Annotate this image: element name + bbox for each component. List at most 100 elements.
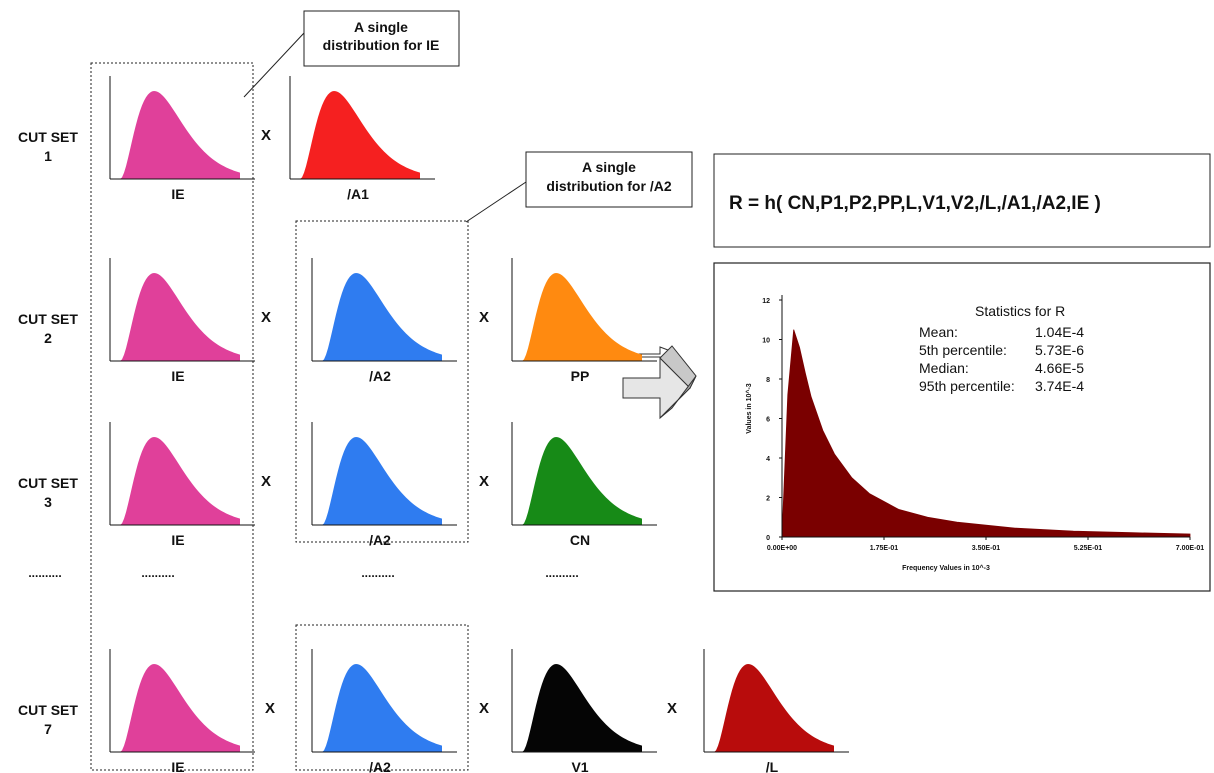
cut-set-label: CUT SET (18, 129, 78, 145)
multiply-symbol: X (479, 309, 489, 326)
a2-group-box-bottom (295, 624, 469, 771)
stats-title: Statistics for R (975, 303, 1065, 319)
cut-set-label: CUT SET (18, 475, 78, 491)
a2-group-box (295, 220, 469, 543)
multiply-symbol: X (265, 700, 275, 717)
multiply-symbol: X (261, 127, 271, 144)
distribution-label: /A2 (369, 532, 391, 548)
multiply-symbol: X (261, 309, 271, 326)
ellipsis: .......... (361, 566, 394, 580)
distribution-curve (120, 437, 240, 525)
distribution-a2: /A2 (311, 649, 457, 773)
x-axis-label: Frequency Values in 10^-3 (902, 564, 990, 572)
distribution-a2: /A2 (311, 422, 457, 548)
callout-a2-line1: A single (582, 159, 636, 175)
ie-group-box (90, 62, 254, 771)
cut-set-row: CUT SET 7 IE/A2 V1/L X X X (18, 649, 849, 773)
distribution-curve (300, 91, 420, 179)
distribution-a1: /A1 (289, 76, 435, 202)
y-tick-label: 12 (762, 298, 770, 305)
ellipsis: .......... (545, 566, 578, 580)
stat-label: Median: (919, 360, 969, 376)
ellipsis: .......... (141, 566, 174, 580)
distribution-ie: IE (109, 422, 255, 548)
x-tick-label: 7.00E-01 (1176, 545, 1205, 552)
multiply-symbol: X (667, 700, 677, 717)
distribution-cn: CN (511, 422, 657, 548)
distribution-l: /L (703, 649, 849, 773)
multiply-symbol: X (261, 473, 271, 490)
distribution-label: /L (766, 759, 779, 773)
x-tick-label: 3.50E-01 (972, 545, 1001, 552)
y-tick-label: 0 (766, 535, 770, 542)
distribution-curve (714, 664, 834, 752)
distribution-label: IE (171, 368, 184, 384)
callout-a2-box (525, 151, 693, 208)
distribution-label: IE (171, 532, 184, 548)
right-arrow-icon (622, 345, 697, 420)
ellipsis-row: ........................................ (28, 566, 578, 580)
distribution-a2: /A2 (311, 258, 457, 384)
cut-set-rows: CUT SET 1 IE/A1 X CUT SET 2 IE/A2 PP X X CUT SET 3 I… (18, 76, 849, 773)
y-tick-label: 6 (766, 417, 770, 424)
distribution-curve (322, 437, 442, 525)
distribution-label: /A2 (369, 368, 391, 384)
stat-value: 1.04E-4 (1035, 324, 1084, 340)
callout-ie-leader (243, 32, 305, 98)
x-tick-label: 0.00E+00 (767, 545, 797, 552)
distribution-label: /A2 (369, 759, 391, 773)
stat-value: 4.66E-5 (1035, 360, 1084, 376)
distribution-curve (120, 664, 240, 752)
distribution-curve (522, 273, 642, 361)
stat-value: 5.73E-6 (1035, 342, 1084, 358)
cut-set-number: 7 (44, 721, 52, 737)
distribution-label: /A1 (347, 186, 369, 202)
distribution-curve (522, 437, 642, 525)
cut-set-number: 3 (44, 494, 52, 510)
cut-set-label: CUT SET (18, 311, 78, 327)
cut-set-row: CUT SET 2 IE/A2 PP X X (18, 258, 657, 384)
distribution-pp: PP (511, 258, 657, 384)
distribution-ie: IE (109, 258, 255, 384)
cut-set-label: CUT SET (18, 702, 78, 718)
y-axis-label: Values in 10^-3 (745, 383, 753, 433)
cut-set-number: 2 (44, 330, 52, 346)
cut-set-number: 1 (44, 148, 52, 164)
y-tick-label: 2 (766, 496, 770, 503)
stat-label: 95th percentile: (919, 378, 1015, 394)
x-tick-label: 1.75E-01 (870, 545, 899, 552)
multiply-symbol: X (479, 473, 489, 490)
multiply-symbol: X (479, 700, 489, 717)
stat-label: Mean: (919, 324, 958, 340)
cut-set-row: CUT SET 1 IE/A1 X (18, 76, 435, 202)
distribution-curve (522, 664, 642, 752)
formula-text: R = h( CN,P1,P2,PP,L,V1,V2,/L,/A1,/A2,IE… (729, 193, 1101, 214)
ellipsis: .......... (28, 566, 61, 580)
distribution-curve (322, 273, 442, 361)
callout-ie-line2: distribution for IE (323, 37, 440, 53)
y-tick-label: 10 (762, 338, 770, 345)
y-tick-label: 4 (766, 456, 770, 463)
distribution-label: CN (570, 532, 590, 548)
distribution-label: PP (571, 368, 590, 384)
cut-set-row: CUT SET 3 IE/A2 CN X X (18, 422, 657, 548)
stat-label: 5th percentile: (919, 342, 1007, 358)
distribution-curve (120, 91, 240, 179)
callout-a2-leader (465, 181, 527, 223)
callout-ie-box (303, 10, 460, 67)
distribution-ie: IE (109, 76, 255, 202)
distribution-label: V1 (571, 759, 588, 773)
result-area (781, 329, 1191, 538)
callout-ie-line1: A single (354, 19, 408, 35)
distribution-label: IE (171, 186, 184, 202)
distribution-curve (322, 664, 442, 752)
distribution-ie: IE (109, 649, 255, 773)
distribution-v1: V1 (511, 649, 657, 773)
callout-a2-line2: distribution for /A2 (546, 178, 671, 194)
y-tick-label: 8 (766, 377, 770, 384)
distribution-label: IE (171, 759, 184, 773)
result-chart: 0 2 4 6 8 10 12 0.00E+00 1.75E-01 3.50E-01 5.25E-0… (745, 295, 1204, 572)
stat-value: 3.74E-4 (1035, 378, 1084, 394)
